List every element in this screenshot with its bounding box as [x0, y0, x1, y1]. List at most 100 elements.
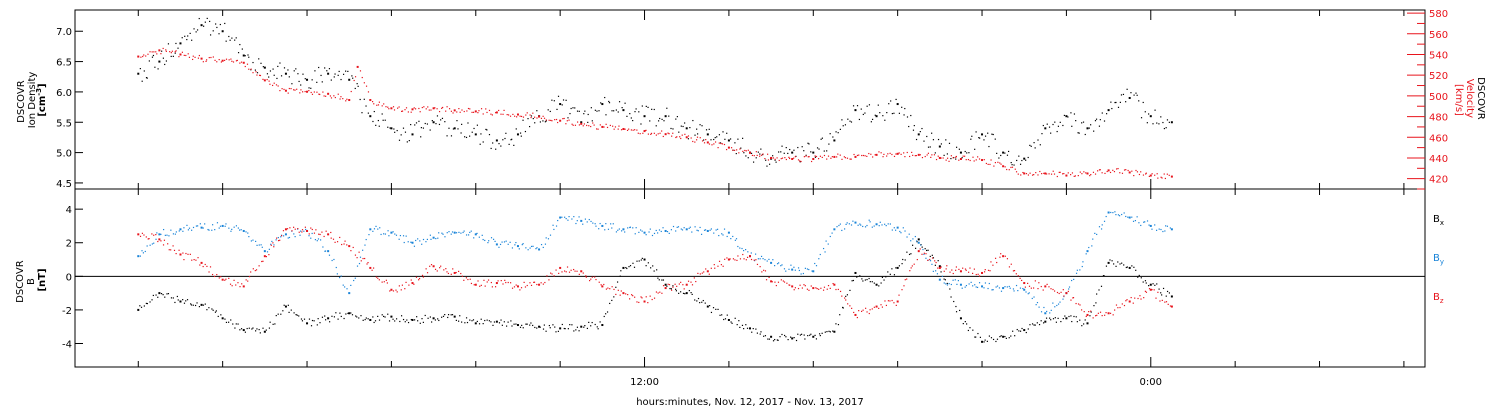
trace-dot — [146, 302, 148, 305]
trace-dot — [984, 339, 986, 341]
data-point — [622, 228, 625, 231]
trace-dot — [392, 318, 394, 320]
trace-dot — [955, 269, 957, 271]
trace-dot — [149, 51, 151, 53]
trace-dot — [680, 281, 682, 283]
trace-dot — [965, 284, 968, 287]
trace-dot — [525, 247, 527, 249]
trace-dot — [1031, 323, 1034, 325]
trace-dot — [313, 232, 316, 234]
trace-dot — [616, 281, 619, 283]
trace-dot — [353, 279, 355, 282]
trace-dot — [279, 239, 281, 241]
data-point — [179, 253, 182, 256]
trace-dot — [551, 99, 553, 101]
trace-dot — [994, 138, 996, 140]
trace-dot — [937, 267, 939, 269]
trace-dot — [632, 262, 634, 264]
trace-dot — [551, 273, 553, 275]
trace-dot — [1053, 173, 1056, 175]
trace-dot — [368, 234, 370, 236]
trace-dot — [955, 155, 957, 158]
trace-dot — [290, 309, 292, 311]
trace-dot — [958, 148, 960, 150]
trace-dot — [958, 159, 960, 161]
trace-dot — [254, 269, 256, 272]
trace-dot — [476, 320, 478, 323]
trace-dot — [990, 159, 992, 161]
top-right-tick-label: 560 — [1429, 30, 1448, 41]
trace-dot — [425, 241, 427, 243]
trace-dot — [807, 142, 809, 144]
trace-dot — [217, 315, 219, 318]
data-point — [917, 133, 920, 136]
trace-dot — [389, 290, 391, 292]
trace-dot — [807, 156, 809, 158]
trace-dot — [198, 306, 201, 308]
trace-dot — [921, 127, 923, 130]
trace-dot — [667, 283, 669, 285]
trace-dot — [614, 126, 617, 128]
trace-dot — [404, 109, 406, 111]
trace-dot — [1072, 297, 1075, 299]
trace-dot — [1076, 269, 1078, 271]
trace-dot — [160, 233, 162, 235]
trace-dot — [1153, 289, 1155, 291]
data-point — [474, 133, 477, 136]
trace-dot — [389, 127, 391, 129]
trace-dot — [1052, 318, 1055, 320]
trace-dot — [1071, 320, 1073, 323]
trace-dot — [940, 143, 942, 145]
trace-dot — [573, 268, 575, 271]
legend-bx-sub: x — [1440, 219, 1444, 227]
top-left-tick-label: 6.5 — [56, 58, 72, 69]
data-point — [664, 283, 667, 286]
trace-dot — [738, 152, 740, 154]
trace-dot — [317, 318, 319, 320]
trace-dot — [1036, 322, 1038, 324]
trace-dot — [745, 259, 747, 261]
trace-dot — [1090, 311, 1092, 313]
trace-dot — [735, 152, 737, 155]
trace-dot — [651, 234, 654, 237]
trace-dot — [869, 221, 871, 223]
trace-dot — [398, 106, 400, 108]
trace-dot — [304, 90, 306, 93]
trace-dot — [1161, 299, 1163, 301]
data-point — [1044, 172, 1047, 175]
trace-dot — [783, 334, 786, 337]
trace-dot — [1048, 286, 1050, 288]
trace-dot — [160, 292, 163, 295]
trace-dot — [630, 117, 632, 119]
trace-dot — [718, 142, 720, 144]
trace-dot — [850, 224, 853, 226]
data-point — [263, 330, 266, 333]
data-point — [284, 72, 287, 75]
trace-dot — [542, 328, 545, 330]
trace-dot — [1099, 311, 1102, 313]
trace-dot — [744, 149, 746, 152]
trace-dot — [999, 162, 1001, 164]
trace-dot — [721, 233, 723, 235]
trace-dot — [846, 157, 849, 159]
trace-dot — [639, 229, 642, 231]
trace-dot — [231, 285, 233, 287]
trace-dot — [460, 132, 462, 134]
trace-dot — [799, 161, 801, 163]
trace-dot — [672, 128, 674, 130]
data-point — [875, 223, 878, 226]
data-point — [284, 233, 287, 236]
trace-dot — [995, 340, 997, 343]
trace-dot — [277, 65, 279, 68]
trace-dot — [362, 249, 364, 251]
trace-dot — [470, 282, 473, 285]
trace-dot — [354, 277, 356, 279]
trace-dot — [702, 299, 704, 302]
trace-dot — [913, 124, 915, 127]
trace-dot — [426, 272, 429, 274]
trace-dot — [331, 315, 333, 317]
trace-dot — [703, 229, 706, 231]
trace-dot — [584, 325, 586, 327]
trace-dot — [1067, 290, 1069, 293]
trace-dot — [143, 70, 145, 72]
